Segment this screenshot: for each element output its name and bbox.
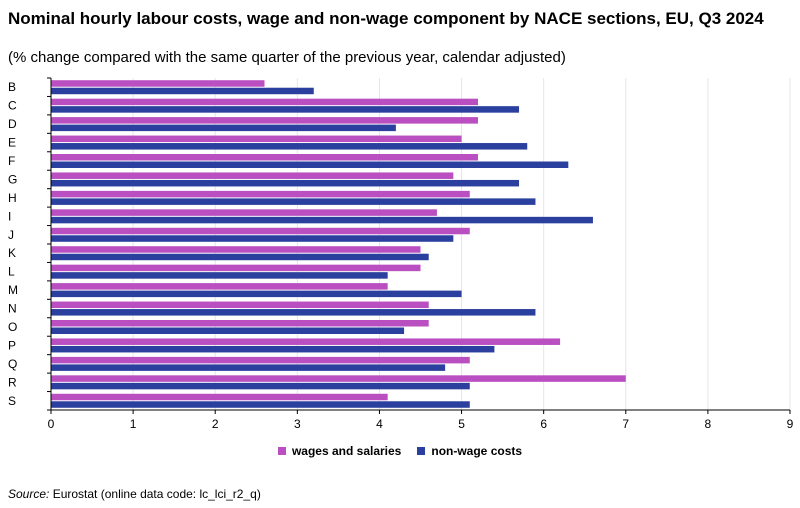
source-note: Source: Eurostat (online data code: lc_l… (8, 487, 261, 501)
category-label-N: N (8, 302, 17, 316)
x-tick-label-3: 3 (294, 417, 301, 431)
bar-wages-K (51, 246, 421, 253)
chart-subtitle: (% change compared with the same quarter… (8, 49, 566, 66)
bar-wages-R (51, 375, 626, 382)
bar-nonwage-K (51, 253, 429, 261)
category-label-M: M (8, 283, 18, 297)
x-tick-label-6: 6 (540, 417, 547, 431)
bar-nonwage-E (51, 143, 528, 150)
category-label-Q: Q (8, 357, 17, 371)
bar-nonwage-S (51, 401, 470, 408)
legend-swatch-wages (277, 447, 286, 455)
chart-title: Nominal hourly labour costs, wage and no… (8, 9, 764, 28)
chart-legend: wages and salaries non-wage costs (0, 444, 800, 458)
bar-nonwage-C (51, 106, 520, 113)
category-label-K: K (8, 246, 16, 260)
bar-nonwage-D (51, 124, 396, 132)
bar-wages-I (51, 209, 437, 216)
bar-nonwage-L (51, 272, 388, 279)
bar-wages-Q (51, 356, 470, 364)
category-label-E: E (8, 136, 16, 150)
legend-label-wages: wages and salaries (291, 444, 402, 458)
category-label-G: G (8, 172, 17, 186)
x-tick-label-9: 9 (787, 417, 794, 431)
bar-wages-M (51, 283, 388, 290)
category-label-R: R (8, 375, 17, 389)
legend-item-nonwage[interactable]: non-wage costs (417, 444, 522, 458)
x-tick-label-8: 8 (705, 417, 712, 431)
bar-wages-J (51, 227, 470, 235)
bar-wages-B (51, 80, 265, 87)
legend-item-wages[interactable]: wages and salaries (277, 444, 402, 458)
bar-nonwage-O (51, 327, 405, 334)
bar-wages-C (51, 98, 478, 106)
bar-nonwage-F (51, 161, 569, 168)
bar-wages-E (51, 135, 462, 143)
bar-nonwage-Q (51, 364, 446, 371)
category-label-O: O (8, 320, 17, 334)
category-label-S: S (8, 394, 16, 408)
bar-nonwage-P (51, 345, 495, 353)
bar-wages-D (51, 117, 478, 124)
bar-nonwage-N (51, 309, 536, 316)
category-label-L: L (8, 265, 15, 279)
x-tick-label-0: 0 (48, 417, 55, 431)
bar-nonwage-I (51, 216, 593, 224)
bar-wages-P (51, 338, 561, 345)
bar-wages-G (51, 172, 454, 179)
x-tick-label-4: 4 (376, 417, 383, 431)
category-label-J: J (8, 228, 14, 242)
x-tick-label-5: 5 (458, 417, 465, 431)
x-tick-label-2: 2 (212, 417, 219, 431)
bar-nonwage-R (51, 382, 470, 390)
bar-wages-O (51, 320, 429, 327)
bar-nonwage-G (51, 179, 520, 187)
bar-nonwage-H (51, 198, 536, 205)
bar-nonwage-M (51, 290, 462, 298)
bar-wages-F (51, 154, 478, 161)
x-tick-label-1: 1 (130, 417, 137, 431)
bar-wages-H (51, 190, 470, 198)
bar-wages-L (51, 264, 421, 272)
legend-label-nonwage: non-wage costs (431, 444, 523, 458)
source-text: Eurostat (online data code: lc_lci_r2_q) (52, 487, 261, 501)
category-label-I: I (8, 209, 11, 223)
bar-wages-N (51, 301, 429, 309)
category-label-F: F (8, 154, 15, 168)
source-label: Source: (8, 487, 50, 501)
x-tick-label-7: 7 (622, 417, 629, 431)
bar-wages-S (51, 393, 388, 401)
category-label-B: B (8, 80, 16, 94)
category-label-P: P (8, 338, 16, 352)
category-label-C: C (8, 99, 17, 113)
legend-swatch-nonwage (417, 447, 426, 455)
category-label-D: D (8, 117, 17, 131)
bar-nonwage-J (51, 235, 454, 242)
bar-nonwage-B (51, 87, 314, 95)
category-label-H: H (8, 191, 17, 205)
